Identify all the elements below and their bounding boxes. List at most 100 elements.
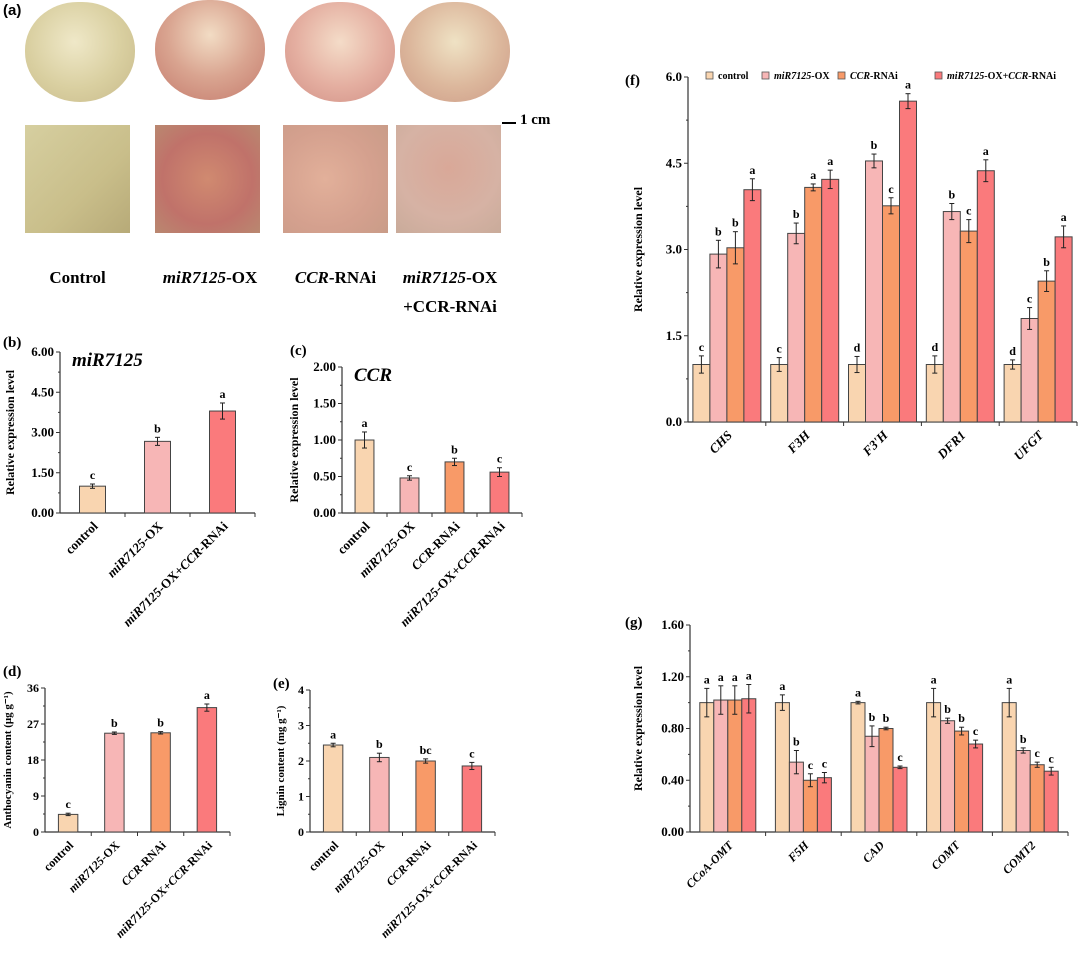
significance-letter: c [777,342,783,356]
y-tick-label: 2 [298,754,304,768]
significance-letter: b [715,224,722,238]
y-tick-label: 0.80 [661,721,684,736]
y-axis-title: Anthocyanin content (μg g⁻¹) [2,691,14,829]
panel-a-label: (a) [3,2,22,19]
bar [848,364,866,423]
y-tick-label: 2.00 [313,359,336,374]
significance-letter: bc [420,743,433,757]
bar [1020,318,1039,423]
bar [821,178,840,423]
y-tick-label: 27 [27,717,39,731]
legend-swatch [934,71,943,80]
bar [1015,749,1031,833]
y-tick-label: 1.50 [31,465,54,480]
bar [196,707,218,833]
bar [144,440,171,514]
sample-label-mir7125-ox: miR7125-OX [162,268,258,287]
y-tick-label: 1 [298,790,304,804]
closeup-ccr-rnai [283,125,388,233]
chart-b: (b) 0.00 1.50 3.00 4.50 6.00 Relative expressi… [3,335,256,629]
significance-letter: b [883,711,890,725]
significance-letter: c [65,797,71,811]
bar [743,189,762,423]
panel-label: (c) [290,343,307,359]
x-tick-label: miR7125-OX [104,518,166,580]
x-tick-label: CHS [706,428,735,457]
apple-combo [400,2,510,102]
y-tick-label: 1.5 [666,328,683,343]
significance-letter: b [948,188,955,202]
bar [954,730,970,833]
significance-letter: b [944,702,951,716]
y-axis-title: Lignin content (mg g⁻¹) [275,705,287,816]
significance-letter: a [1006,672,1012,686]
significance-letter: c [897,750,903,764]
significance-letter: a [718,670,724,684]
significance-letter: c [966,204,972,218]
bar [489,471,510,514]
bar [1029,764,1045,833]
bar [1043,770,1059,833]
bar [415,760,436,833]
bar [209,410,236,514]
significance-letter: b [869,710,876,724]
y-tick-label: 1.60 [661,617,684,632]
significance-letter: d [1009,344,1016,358]
bar [816,777,832,833]
closeup-combo [396,125,501,233]
apple-mir7125-ox [155,0,265,100]
bar [699,702,715,833]
x-tick-label: F3H [784,427,814,457]
bar [104,732,125,833]
significance-letter: c [90,468,96,482]
bar [865,160,883,423]
panel-label: (b) [3,335,21,351]
bar [713,699,729,833]
significance-letter: a [732,670,738,684]
chart-f: (f) 0.0 1.5 3.0 4.5 6.0 Relative expression le… [625,69,1078,463]
bar [727,699,743,833]
significance-letter: a [746,669,752,683]
x-tick-label: F5H [784,838,812,866]
significance-letter: a [855,685,861,699]
bar [770,364,789,423]
significance-letter: b [1020,732,1027,746]
significance-letter: a [1061,210,1067,224]
significance-letter: c [808,758,814,772]
x-tick-label: control [62,518,101,557]
significance-letter: b [451,442,458,456]
bar [774,702,790,833]
significance-letter: c [497,452,503,466]
panel-label: (e) [273,676,290,692]
x-tick-label: control [306,838,342,874]
x-tick-label: COMT [928,838,963,873]
y-tick-label: 0.40 [661,772,684,787]
bar [726,247,745,423]
y-tick-label: 0.00 [661,824,684,839]
significance-letter: a [362,416,368,430]
bar [1003,364,1022,423]
scale-bar-label: 1 cm [520,112,551,128]
significance-letter: c [1027,292,1033,306]
bar [968,743,984,833]
bar [741,698,757,833]
y-tick-label: 0.00 [313,505,336,520]
chart-g: (g) 0.00 0.40 0.80 1.20 1.60 Relative expressi… [625,615,1069,891]
y-tick-label: 1.20 [661,669,684,684]
bar [399,477,420,514]
significance-letter: b [871,138,878,152]
y-axis-title: Relative expression level [287,377,301,503]
significance-letter: a [330,727,336,741]
y-tick-label: 0.50 [313,469,336,484]
legend-swatch [837,71,846,80]
significance-letter: d [854,340,861,354]
bar [1054,236,1073,423]
significance-letter: b [154,421,161,435]
y-tick-label: 6.0 [666,69,682,84]
significance-letter: a [810,168,816,182]
x-tick-label: F3'H [859,427,891,459]
x-tick-label: CCoA-OMT [683,838,736,891]
chart-d: (d) 0 9 18 27 36 Anthocyanin content (μg g⁻¹) c… [2,664,231,941]
significance-letter: b [1043,255,1050,269]
bar [322,744,344,833]
